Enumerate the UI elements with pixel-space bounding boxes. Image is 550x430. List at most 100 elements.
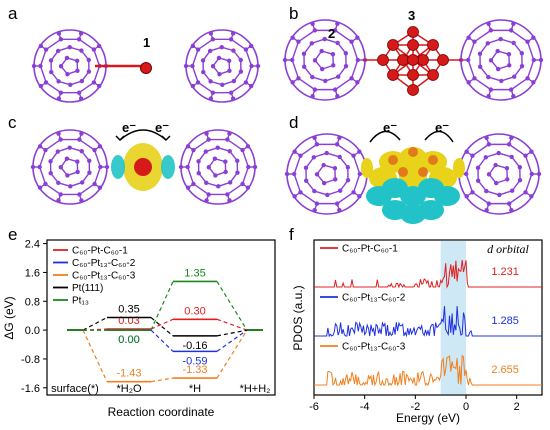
pdos-curve: [314, 259, 542, 289]
structure-panel-b: 2 3: [282, 8, 544, 101]
energy-value-label: 0.00: [118, 334, 139, 346]
energy-connector: [216, 281, 248, 331]
energy-value-label: -0.16: [182, 340, 207, 352]
electron-label: e⁻: [155, 120, 169, 135]
fullerene-right: [183, 29, 261, 103]
x-tick-label: 0: [463, 401, 469, 413]
orbital-annotation: d orbital: [487, 242, 529, 256]
panel-letter-e: e: [8, 225, 18, 244]
energy-connector: [150, 318, 174, 330]
y-axis-title: PDOS (a.u.): [291, 285, 305, 350]
charge-density-cyan: [161, 155, 175, 179]
energy-connector: [216, 318, 248, 331]
y-tick-label: 1.6: [25, 267, 40, 279]
fermi-highlight: [440, 241, 466, 394]
energy-value-label: 0.30: [184, 305, 205, 317]
x-axis-title: Reaction coordinate: [108, 405, 215, 419]
x-axis-ticks: -6 -4 -2 0 2: [309, 395, 520, 413]
energy-value-label: -1.43: [116, 368, 141, 380]
fullerene-right: [458, 19, 544, 101]
legend: C₆₀-Pt-C₆₀-1 C₆₀-Pt₁₃-C₆₀-2 C₆₀-Pt₁₃-C₆₀-3: [320, 244, 406, 353]
structure-panel-a: 1: [31, 29, 261, 103]
fullerene-left: [284, 133, 370, 215]
pdos-value-label: 2.655: [491, 364, 519, 376]
structure-panel-d: e⁻ e⁻: [284, 120, 542, 224]
energy-connector: [150, 329, 174, 352]
legend-label: C₆₀-Pt-C₆₀-1: [342, 244, 398, 255]
legend-label: Pt(111): [72, 283, 103, 294]
pdos-value-label: 1.285: [491, 315, 519, 327]
pdos-curve: [314, 354, 542, 387]
fullerene-left: [30, 129, 110, 205]
energy-connector: [150, 281, 174, 331]
legend-label: C₆₀-Pt₁₃-C₆₀-3: [72, 271, 136, 282]
y-tick-label: 0.0: [25, 325, 40, 337]
energy-series: 0.030.300.00-0.59-1.43 -1.330.35-0.160.00…: [67, 267, 263, 383]
site-label-1: 1: [143, 35, 150, 50]
x-tick-label: -2: [410, 401, 420, 413]
fullerene-left: [31, 29, 109, 103]
pt-atom: [140, 62, 152, 74]
x-tick-label: -4: [360, 401, 370, 413]
site-label-3: 3: [408, 8, 415, 23]
legend-label: C₆₀-Pt₁₃-C₆₀-2: [72, 258, 136, 269]
pt-atom: [134, 158, 152, 176]
electron-label: e⁻: [122, 120, 136, 135]
energy-connector: [82, 328, 108, 331]
panel-letter-d: d: [289, 113, 299, 132]
panel-letter-b: b: [289, 4, 299, 23]
charge-density-cluster: [361, 147, 465, 224]
energy-value-label: 1.35: [184, 267, 205, 279]
site-label-2: 2: [328, 26, 335, 41]
plot-frame-f: [313, 239, 543, 396]
energy-value-label: 0.03: [118, 315, 139, 327]
energy-value-label: -0.59: [182, 355, 207, 367]
legend-label: Pt₁₃: [72, 296, 89, 307]
energy-connector: [216, 329, 248, 337]
energy-connector: [82, 329, 108, 382]
y-tick-label: 0.8: [25, 296, 40, 308]
charge-density-cyan: [111, 155, 125, 179]
legend-label: C₆₀-Pt₁₃-C₆₀-2: [342, 293, 406, 304]
structure-panel-c: e⁻ e⁻: [30, 120, 258, 205]
energy-connector: [216, 329, 248, 379]
pdos-value-label: 1.231: [491, 266, 519, 278]
plot-frame-e: [46, 239, 276, 396]
electron-arrow: [424, 130, 454, 143]
x-tick-label: 2: [514, 401, 520, 413]
fullerene-left: [282, 19, 368, 101]
pdos-series: 1.231 1.285 2.655: [314, 259, 542, 387]
electron-arrow: [369, 130, 401, 143]
pdos-curve: [314, 306, 542, 338]
fullerene-right: [178, 129, 258, 205]
x-category-label: *H+H₂: [240, 383, 271, 395]
pt13-cluster: [363, 26, 463, 96]
x-category-label: *H₂O: [116, 383, 141, 395]
y-axis-title: ΔG (eV): [2, 296, 16, 339]
energy-connector: [150, 317, 174, 337]
y-tick-label: -1.6: [21, 383, 40, 395]
y-tick-label: 2.4: [25, 239, 40, 251]
panel-letter-f: f: [289, 225, 294, 244]
x-category-label: surface(*): [51, 383, 99, 395]
electron-label: e⁻: [435, 120, 449, 135]
x-axis-categories: surface(*) *H₂O *H *H+H₂: [51, 383, 270, 395]
x-tick-label: -6: [309, 401, 319, 413]
energy-value-label: 0.00: [118, 334, 139, 346]
x-category-label: *H: [189, 383, 201, 395]
energy-connector: [82, 316, 108, 331]
y-tick-label: -0.8: [21, 354, 40, 366]
fullerene-right: [456, 133, 542, 215]
panel-letter-a: a: [8, 4, 18, 23]
x-axis-title: Energy (eV): [396, 411, 460, 425]
legend-label: C₆₀-Pt₁₃-C₆₀-3: [342, 342, 406, 353]
panel-letter-c: c: [8, 113, 17, 132]
energy-value-label: -1.33: [182, 364, 207, 376]
energy-connector: [150, 377, 174, 383]
electron-label: e⁻: [383, 120, 397, 135]
energy-connector: [216, 329, 248, 352]
legend-label: C₆₀-Pt-C₆₀-1: [72, 246, 128, 257]
y-axis-ticks: 2.4 1.6 0.8 0.0 -0.8 -1.6: [21, 239, 47, 395]
energy-value-label: 0.35: [118, 304, 139, 316]
